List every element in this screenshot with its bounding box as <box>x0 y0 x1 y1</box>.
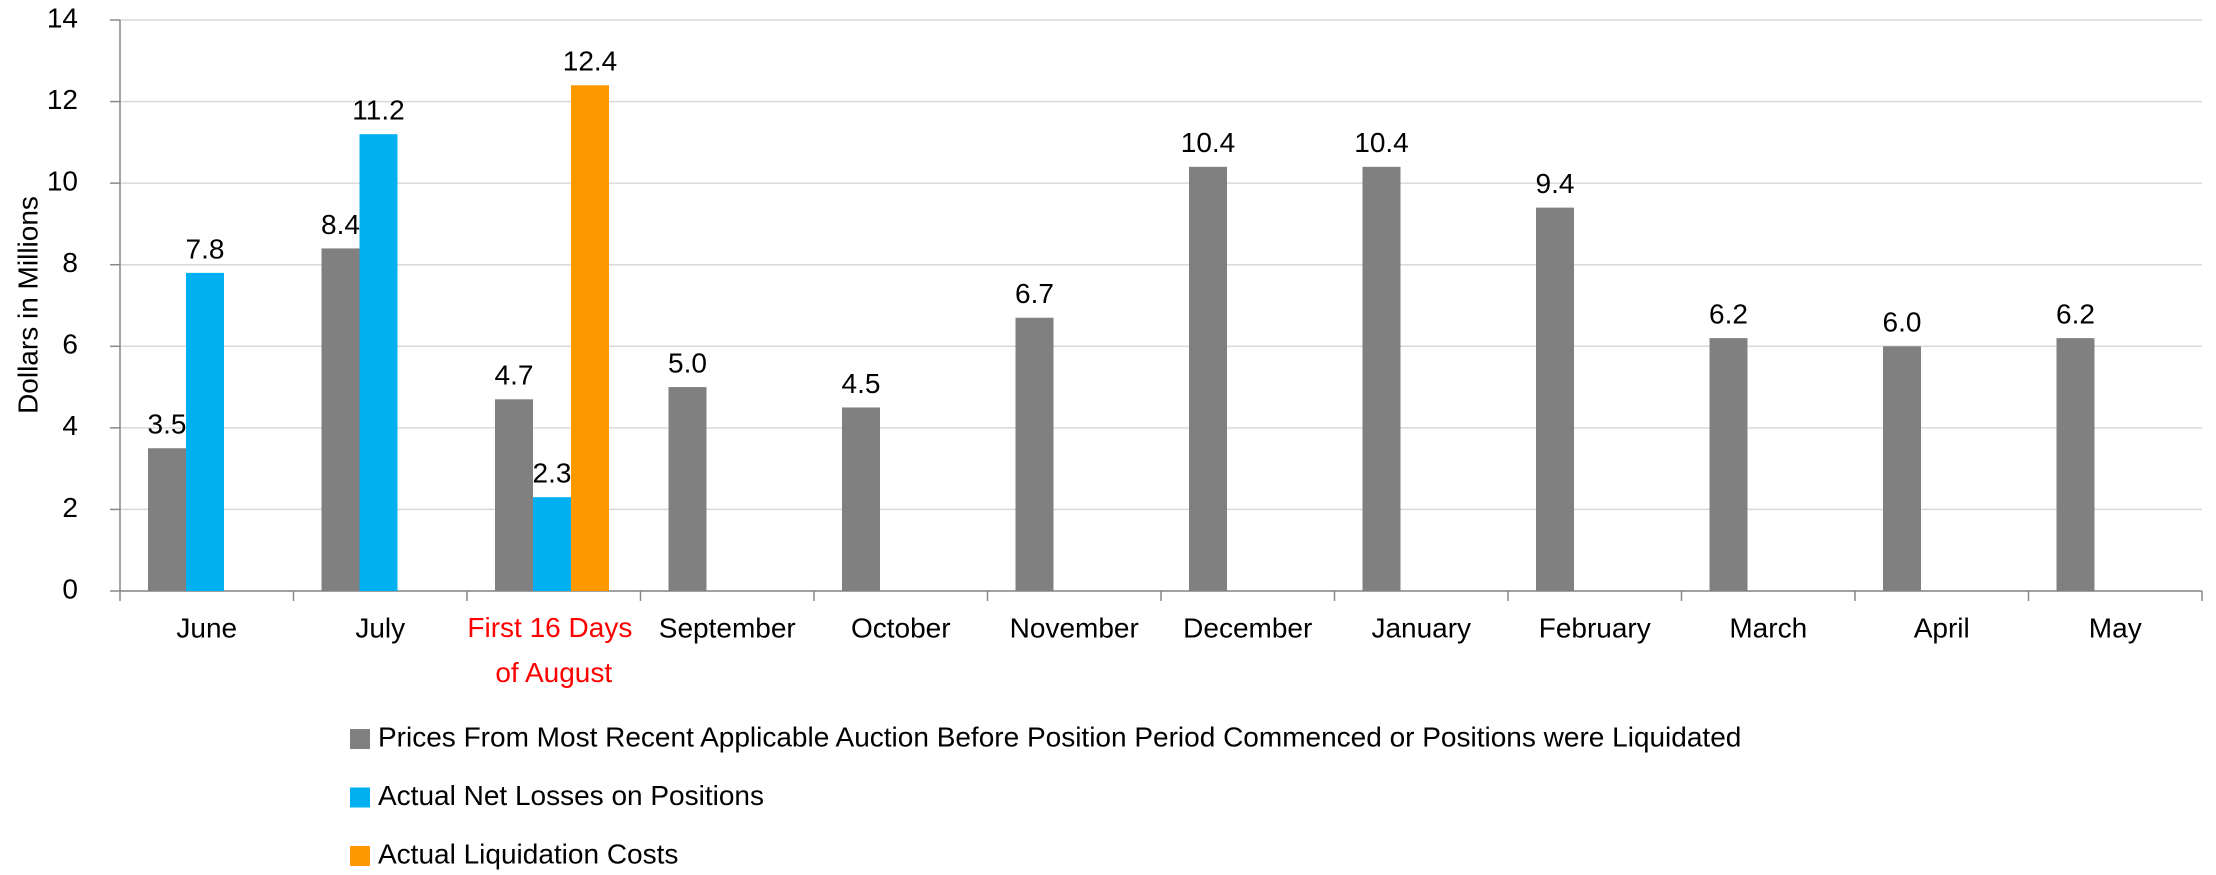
x-tick-label: September <box>659 612 796 643</box>
bar <box>1709 338 1748 591</box>
bar <box>1883 346 1921 591</box>
x-tick-label: July <box>355 612 405 643</box>
bar <box>495 399 533 591</box>
legend-swatch <box>350 729 370 749</box>
x-tick-label: March <box>1729 612 1807 643</box>
x-tick-label: December <box>1183 612 1312 643</box>
value-label: 7.8 <box>186 233 225 264</box>
value-label: 8.4 <box>321 209 360 240</box>
value-label: 9.4 <box>1536 168 1575 199</box>
legend-label: Prices From Most Recent Applicable Aucti… <box>378 721 1741 752</box>
legend-label: Actual Net Losses on Positions <box>378 780 764 811</box>
y-tick-label: 2 <box>62 492 78 523</box>
x-tick-label: February <box>1539 612 1651 643</box>
bar <box>842 407 880 591</box>
legend-swatch <box>350 846 370 866</box>
value-label: 10.4 <box>1181 127 1236 158</box>
x-tick-label: First 16 Days of August <box>467 612 640 688</box>
legend-label: Actual Liquidation Costs <box>378 838 678 869</box>
value-label: 2.3 <box>533 458 572 489</box>
value-label: 6.2 <box>1709 299 1748 330</box>
x-tick-label: April <box>1914 612 1970 643</box>
bar <box>1015 317 1054 591</box>
y-tick-label: 6 <box>62 329 78 360</box>
value-label: 6.0 <box>1883 307 1922 338</box>
bar <box>668 387 707 591</box>
x-tick-label: June <box>176 612 237 643</box>
x-tick-label: May <box>2089 612 2142 643</box>
y-tick-label: 10 <box>47 166 78 197</box>
value-label: 5.0 <box>668 347 707 378</box>
y-tick-label: 14 <box>47 2 78 33</box>
value-label: 10.4 <box>1354 127 1409 158</box>
value-label: 4.7 <box>495 360 534 391</box>
y-axis-label: Dollars in Millions <box>12 196 43 414</box>
bar <box>1362 166 1401 592</box>
value-label: 12.4 <box>563 46 618 77</box>
bar <box>359 134 398 591</box>
value-label: 4.5 <box>842 368 881 399</box>
x-tick-label: October <box>851 612 951 643</box>
bar <box>1189 166 1227 592</box>
value-label: 6.7 <box>1015 278 1054 309</box>
bar <box>2056 338 2095 591</box>
bar <box>533 497 571 591</box>
y-tick-label: 12 <box>47 84 78 115</box>
bar <box>186 272 224 591</box>
bar <box>571 85 609 591</box>
bar <box>321 248 360 591</box>
x-tick-label: January <box>1371 612 1471 643</box>
bar <box>1536 207 1574 591</box>
value-label: 3.5 <box>148 409 187 440</box>
x-tick-label: November <box>1010 612 1139 643</box>
value-label: 6.2 <box>2056 299 2095 330</box>
y-tick-label: 8 <box>62 247 78 278</box>
legend-swatch <box>350 787 370 808</box>
value-label: 11.2 <box>352 95 404 126</box>
bar <box>148 448 186 591</box>
y-tick-label: 4 <box>62 410 78 441</box>
y-tick-label: 0 <box>62 573 78 604</box>
